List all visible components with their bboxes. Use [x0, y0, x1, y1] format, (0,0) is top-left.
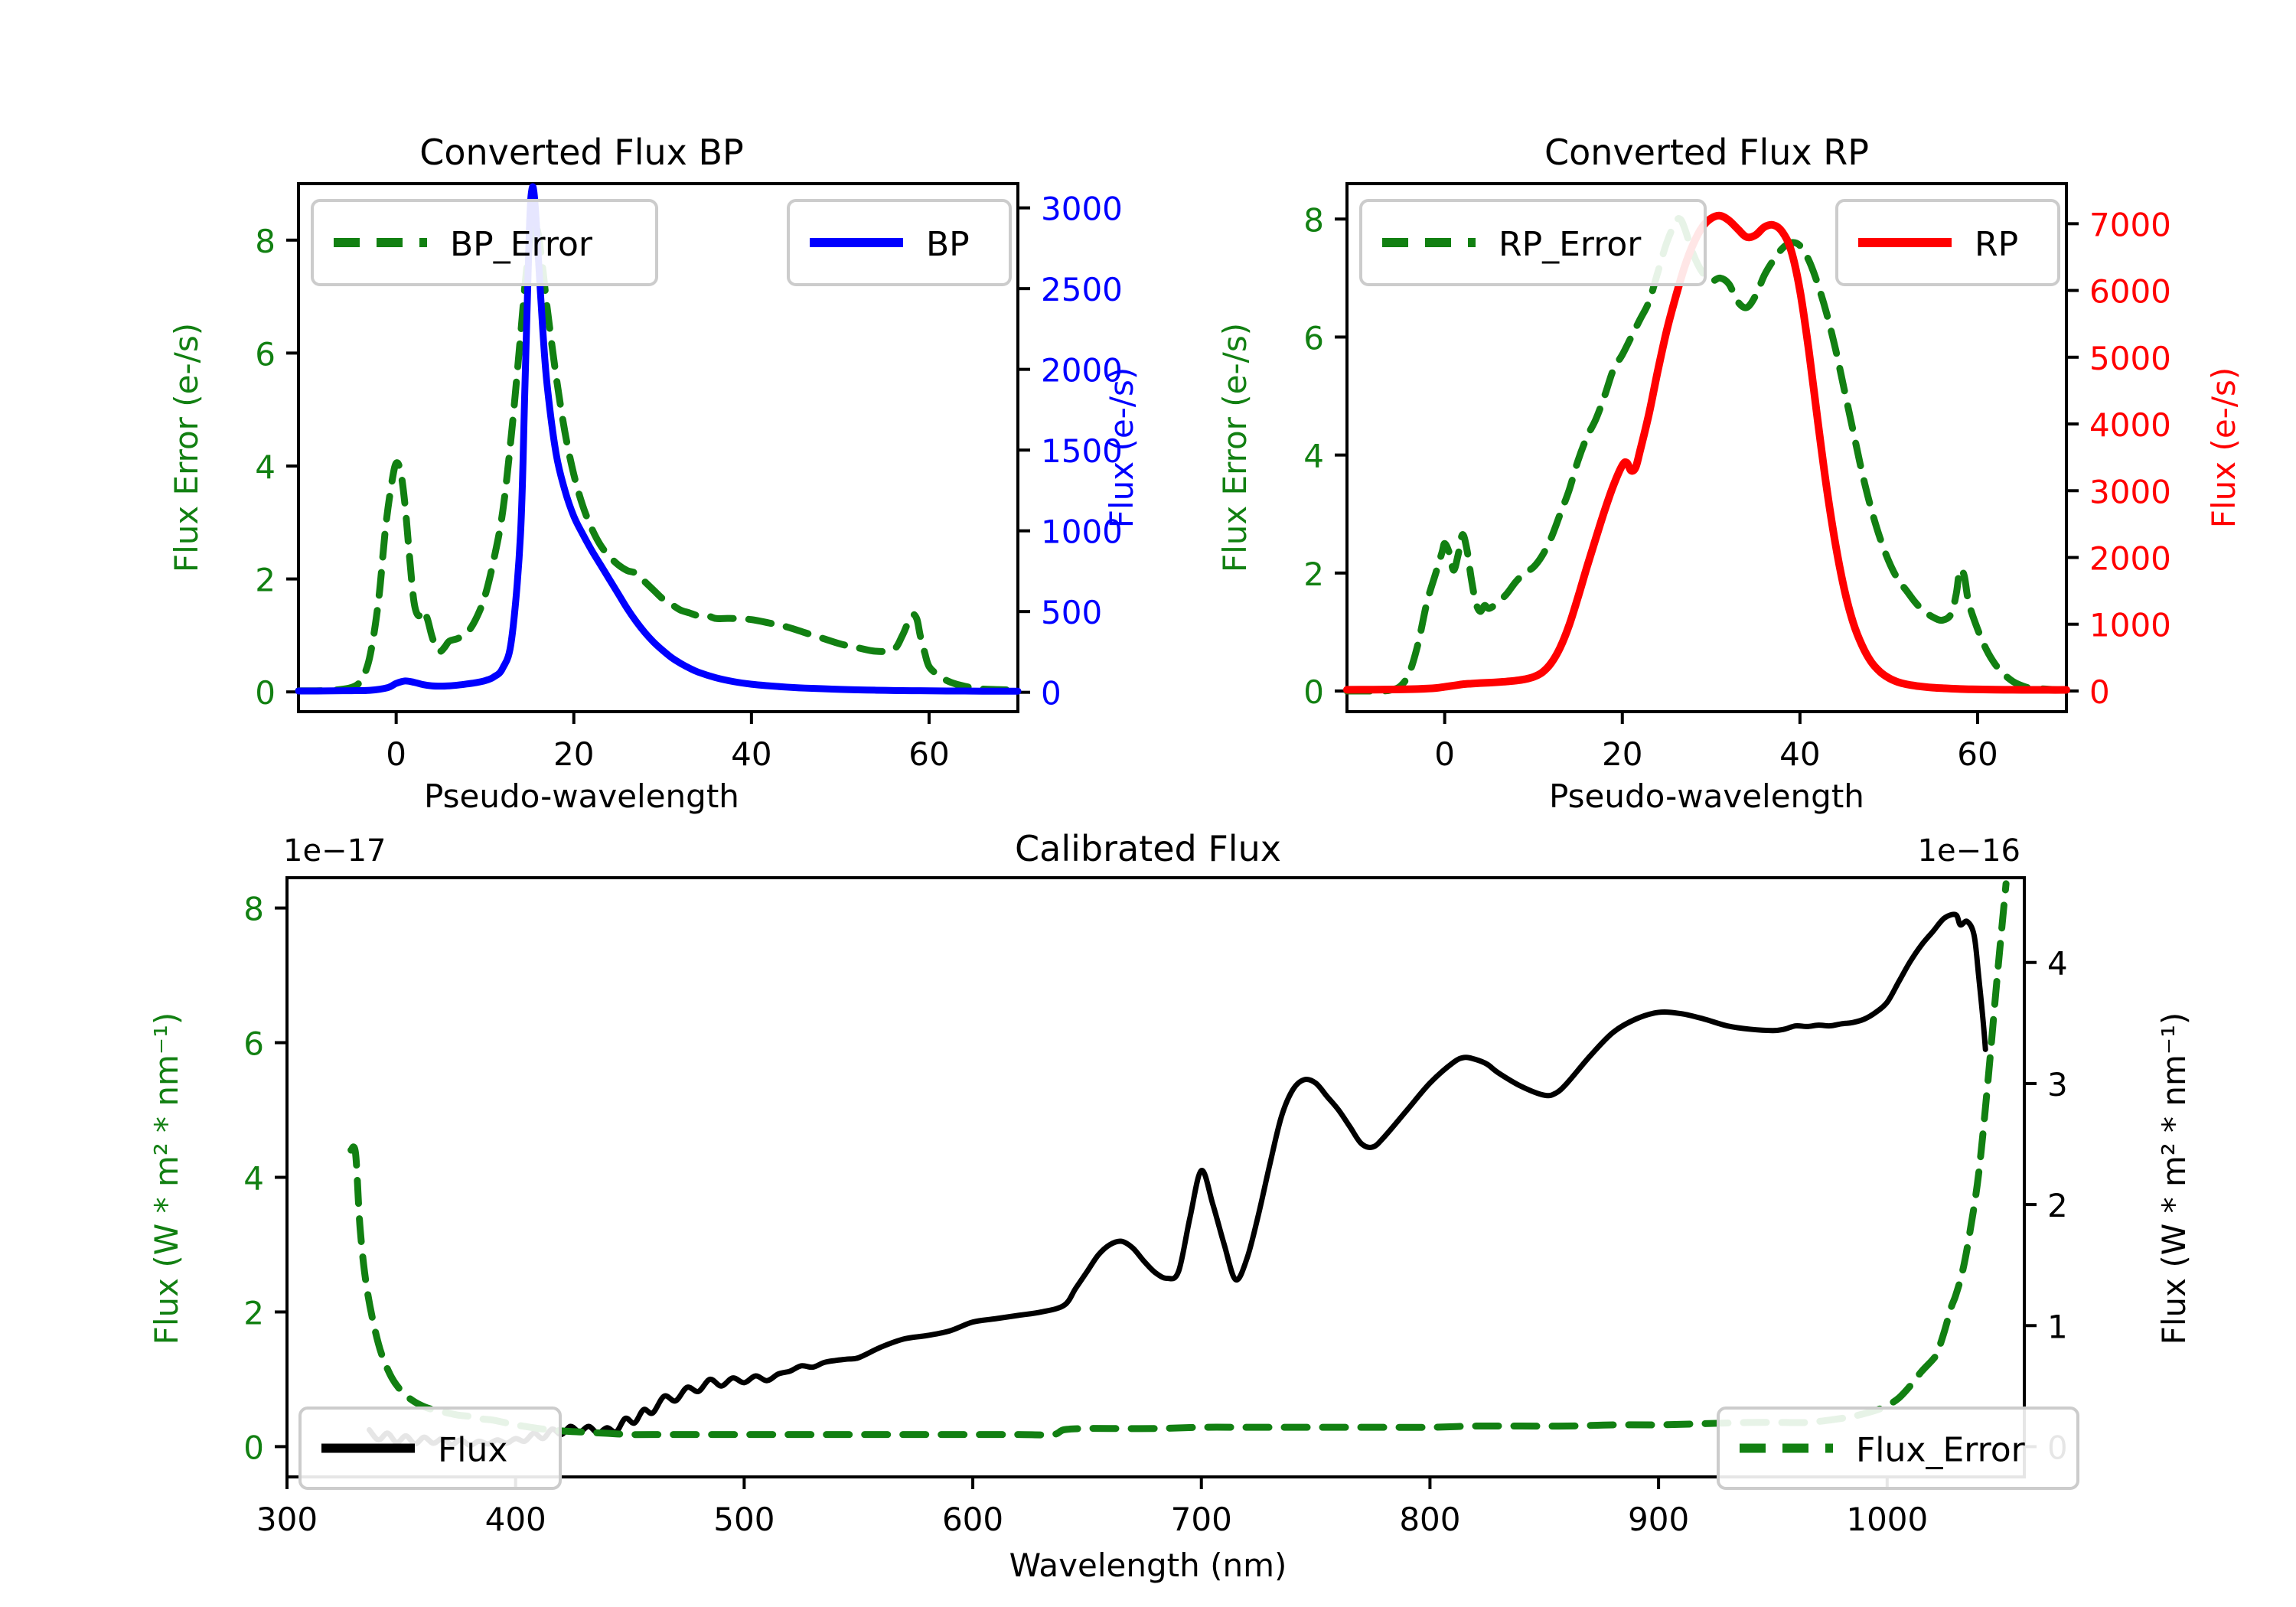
y-tick-label-right: 0 — [2089, 673, 2110, 711]
x-tick-label: 700 — [1171, 1501, 1232, 1538]
y-tick-label-right: 2500 — [1041, 271, 1123, 308]
x-tick-label: 40 — [731, 735, 771, 773]
y-tick-label-right: 6000 — [2089, 273, 2171, 311]
y-tick-label-right: 7000 — [2089, 206, 2171, 243]
x-tick-label: 800 — [1399, 1501, 1460, 1538]
legend-rp[interactable]: RP — [1835, 199, 2060, 286]
rp-curves — [1343, 211, 2070, 695]
x-tick-label: 0 — [1434, 735, 1455, 773]
y-tick-label-right: 2000 — [2089, 539, 2171, 577]
x-tick-label: 1000 — [1846, 1501, 1928, 1538]
calibrated-flux-axes: 30040050060070080090010000246801234 — [243, 876, 2068, 1538]
rp-title: Converted Flux RP — [1544, 132, 1869, 173]
legend-label: RP_Error — [1499, 225, 1642, 264]
bp-curves — [295, 183, 1022, 695]
y-tick-label-left: 6 — [255, 335, 276, 373]
bp-chart: Converted Flux BP 0 20 40 60 0 2 4 6 8 0 500 1000 15… — [168, 132, 1140, 815]
legend-label: BP_Error — [450, 225, 593, 264]
y-tick-label-right: 3000 — [2089, 473, 2171, 510]
x-tick-label: 300 — [256, 1501, 318, 1538]
x-tick-label: 600 — [942, 1501, 1003, 1538]
x-tick-label: 500 — [713, 1501, 775, 1538]
y-tick-label-left: 0 — [243, 1429, 264, 1466]
legend-label: Flux_Error — [1856, 1431, 2026, 1470]
calibrated-ylabel-left: Flux (W * m² * nm⁻¹) — [148, 1012, 185, 1345]
rp-ylabel-left: Flux Error (e-/s) — [1216, 323, 1254, 572]
y-tick-label-left: 0 — [1303, 673, 1324, 711]
calibrated-flux-chart: Calibrated Flux 1e−17 1e−16 300 400 500 600… — [148, 828, 2193, 1584]
y-tick-label-right: 4000 — [2089, 406, 2171, 444]
y-tick-label-right: 1500 — [1041, 432, 1123, 470]
y-tick-label-right: 1000 — [1041, 513, 1123, 551]
x-tick-label: 20 — [553, 735, 594, 773]
x-tick-label: 40 — [1779, 735, 1820, 773]
y-tick-label-left: 8 — [1303, 201, 1324, 239]
y-tick-label-right: 2 — [2047, 1187, 2068, 1224]
calibrated-flux-legend[interactable]: Flux Flux_Error — [298, 1407, 2079, 1490]
calibrated-flux-curves — [347, 880, 2010, 1449]
series-flux — [367, 911, 1988, 1449]
rp-legend[interactable]: RP_Error RP — [1359, 199, 2060, 286]
bp-legend[interactable]: BP_Error BP — [311, 199, 1012, 286]
x-tick-label: 20 — [1602, 735, 1642, 773]
y-tick-label-right: 500 — [1041, 594, 1102, 631]
legend-label: BP — [926, 225, 970, 264]
y-tick-label-left: 4 — [1303, 438, 1324, 475]
bp-ylabel-left: Flux Error (e-/s) — [168, 323, 205, 572]
y-tick-label-right: 0 — [1041, 675, 1062, 712]
y-tick-label-right: 5000 — [2089, 340, 2171, 377]
panel-calibrated-flux: Calibrated Flux 1e−17 1e−16 300 400 500 600… — [0, 828, 2296, 1607]
x-tick-label: 0 — [386, 735, 406, 773]
y-tick-label-right: 2000 — [1041, 352, 1123, 390]
rp-chart: Converted Flux RP 0 20 40 60 0 2 4 6 8 0 1000 2000 3… — [1216, 132, 2242, 815]
series-rp-error — [1343, 215, 2070, 695]
rp-axes: 0 20 40 60 0 2 4 6 8 0 1000 2000 3000 4000 5000 6000 700… — [1303, 182, 2171, 773]
y-tick-label-left: 6 — [243, 1025, 264, 1063]
series-flux-error — [347, 880, 2010, 1439]
y-tick-label-left: 4 — [243, 1160, 264, 1198]
x-tick-label: 60 — [1957, 735, 1998, 773]
rp-xlabel: Pseudo-wavelength — [1549, 777, 1864, 815]
right-axis-offset-label: 1e−16 — [1918, 833, 2020, 869]
y-tick-label-left: 8 — [255, 223, 276, 260]
legend-flux[interactable]: Flux — [298, 1407, 562, 1490]
y-tick-label-left: 2 — [1303, 556, 1324, 593]
y-tick-label-left: 8 — [243, 891, 264, 928]
series-rp — [1343, 211, 2070, 694]
calibrated-ylabel-right: Flux (W * m² * nm⁻¹) — [2155, 1012, 2193, 1345]
y-tick-label-left: 2 — [255, 562, 276, 599]
bp-ylabel-right: Flux (e-/s) — [1103, 367, 1140, 528]
bp-axes: 0 20 40 60 0 2 4 6 8 0 500 1000 1500 2000 2500 3000 — [255, 182, 1123, 773]
y-tick-label-left: 0 — [255, 674, 276, 712]
y-tick-label-left: 4 — [255, 448, 276, 486]
x-tick-label: 900 — [1628, 1501, 1689, 1538]
y-tick-label-right: 1 — [2047, 1308, 2068, 1345]
panel-converted-flux-rp: Converted Flux RP 0 20 40 60 0 2 4 6 8 0 1000 2000 3… — [1148, 0, 2296, 842]
panel-converted-flux-bp: Converted Flux BP 0 20 40 60 0 2 4 6 8 0 500 1000 15… — [0, 0, 1148, 842]
series-bp-error — [295, 219, 1022, 695]
y-tick-label-left: 2 — [243, 1294, 264, 1332]
left-axis-offset-label: 1e−17 — [283, 833, 386, 869]
rp-ylabel-right: Flux (e-/s) — [2205, 367, 2242, 528]
y-tick-label-left: 6 — [1303, 319, 1324, 357]
legend-flux-error[interactable]: Flux_Error — [1717, 1407, 2079, 1490]
x-tick-label: 60 — [908, 735, 949, 773]
y-tick-label-right: 4 — [2047, 945, 2068, 983]
calibrated-xlabel: Wavelength (nm) — [1009, 1547, 1287, 1584]
bp-xlabel: Pseudo-wavelength — [424, 777, 739, 815]
y-tick-label-right: 1000 — [2089, 607, 2171, 644]
bp-title: Converted Flux BP — [419, 132, 744, 173]
series-bp — [295, 183, 1022, 695]
calibrated-flux-title: Calibrated Flux — [1015, 828, 1281, 869]
legend-bp[interactable]: BP — [787, 199, 1012, 286]
legend-bp-error[interactable]: BP_Error — [311, 199, 658, 286]
y-tick-label-right: 3 — [2047, 1066, 2068, 1103]
y-tick-label-right: 3000 — [1041, 191, 1123, 228]
legend-rp-error[interactable]: RP_Error — [1359, 199, 1707, 286]
x-tick-label: 400 — [485, 1501, 546, 1538]
legend-label: Flux — [438, 1431, 507, 1470]
legend-label: RP — [1975, 225, 2018, 264]
